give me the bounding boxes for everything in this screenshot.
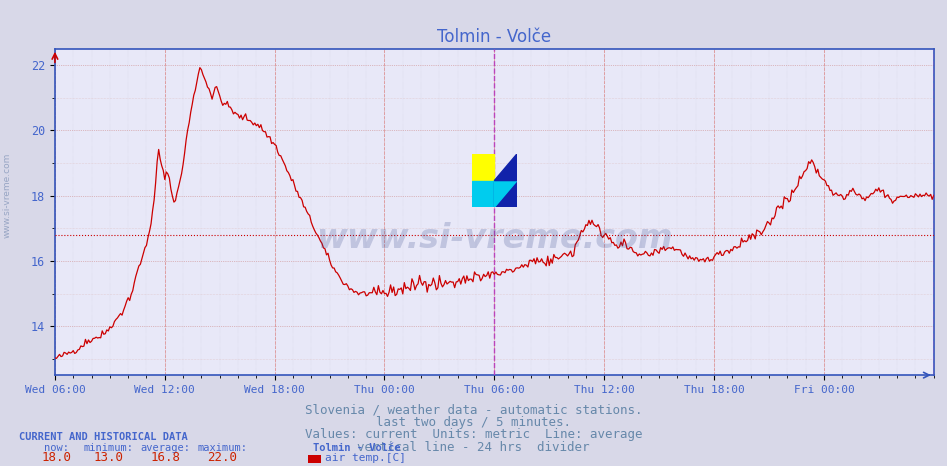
Text: 16.8: 16.8 (151, 452, 181, 464)
Text: www.si-vreme.com: www.si-vreme.com (2, 153, 11, 239)
Polygon shape (472, 180, 494, 207)
Polygon shape (494, 180, 517, 207)
Text: air temp.[C]: air temp.[C] (325, 453, 406, 463)
Text: vertical line - 24 hrs  divider: vertical line - 24 hrs divider (357, 441, 590, 454)
Text: 13.0: 13.0 (94, 452, 124, 464)
Text: now:: now: (45, 443, 69, 452)
Bar (472, 154, 494, 180)
Text: Values: current  Units: metric  Line: average: Values: current Units: metric Line: aver… (305, 428, 642, 441)
Polygon shape (494, 180, 517, 207)
Text: www.si-vreme.com: www.si-vreme.com (316, 222, 672, 254)
Text: 18.0: 18.0 (42, 452, 72, 464)
Text: maximum:: maximum: (198, 443, 247, 452)
Text: Slovenia / weather data - automatic stations.: Slovenia / weather data - automatic stat… (305, 403, 642, 416)
Text: last two days / 5 minutes.: last two days / 5 minutes. (376, 416, 571, 429)
Text: 22.0: 22.0 (207, 452, 238, 464)
Text: average:: average: (141, 443, 190, 452)
Text: CURRENT AND HISTORICAL DATA: CURRENT AND HISTORICAL DATA (19, 432, 188, 442)
Polygon shape (494, 154, 517, 180)
Title: Tolmin - Volče: Tolmin - Volče (438, 28, 551, 46)
Text: minimum:: minimum: (84, 443, 134, 452)
Text: Tolmin - Volče: Tolmin - Volče (313, 443, 400, 452)
